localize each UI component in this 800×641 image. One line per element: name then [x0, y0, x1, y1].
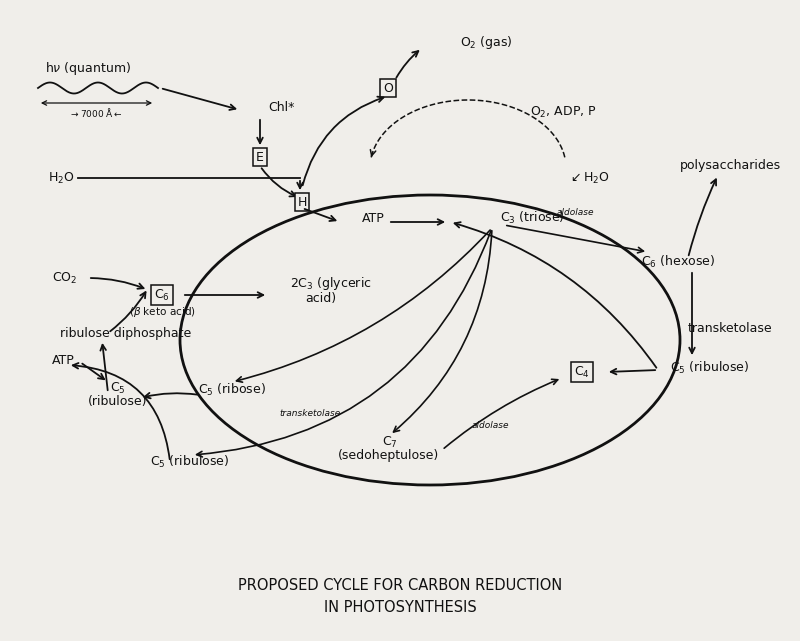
Text: C$_4$: C$_4$ — [574, 365, 590, 379]
Text: (sedoheptulose): (sedoheptulose) — [338, 449, 438, 463]
Text: ATP: ATP — [362, 212, 385, 224]
Text: ATP: ATP — [52, 353, 74, 367]
Text: O$_2$ (gas): O$_2$ (gas) — [460, 33, 513, 51]
Text: C$_5$ (ribulose): C$_5$ (ribulose) — [150, 454, 230, 470]
Text: E: E — [256, 151, 264, 163]
Text: 2C$_3$ (glyceric: 2C$_3$ (glyceric — [290, 274, 372, 292]
Text: H: H — [298, 196, 306, 208]
Text: C$_6$: C$_6$ — [154, 287, 170, 303]
Text: C$_7$: C$_7$ — [382, 435, 398, 449]
Text: C$_5$ (ribulose): C$_5$ (ribulose) — [670, 360, 750, 376]
Text: C$_3$ (triose): C$_3$ (triose) — [500, 210, 565, 226]
Text: C$_6$ (hexose): C$_6$ (hexose) — [641, 254, 715, 270]
Text: (ribulose): (ribulose) — [88, 394, 148, 408]
Text: $\rightarrow$7000 Å$\leftarrow$: $\rightarrow$7000 Å$\leftarrow$ — [69, 106, 123, 119]
Text: polysaccharides: polysaccharides — [679, 158, 781, 172]
Text: C$_5$: C$_5$ — [110, 381, 126, 395]
Text: Chl*: Chl* — [268, 101, 294, 113]
Text: ($\beta$ keto acid): ($\beta$ keto acid) — [129, 305, 195, 319]
Text: $\swarrow$H$_2$O: $\swarrow$H$_2$O — [568, 171, 610, 185]
Text: aldolase: aldolase — [556, 208, 594, 217]
Text: h$\nu$ (quantum): h$\nu$ (quantum) — [45, 60, 131, 76]
Text: transketolase: transketolase — [279, 408, 341, 417]
Text: aldolase: aldolase — [471, 420, 509, 429]
Text: PROPOSED CYCLE FOR CARBON REDUCTION: PROPOSED CYCLE FOR CARBON REDUCTION — [238, 578, 562, 592]
Text: acid): acid) — [305, 292, 336, 304]
Text: transketolase: transketolase — [688, 322, 772, 335]
Text: CO$_2$: CO$_2$ — [52, 271, 78, 285]
Text: C$_5$ (ribose): C$_5$ (ribose) — [198, 382, 266, 398]
Text: H$_2$O: H$_2$O — [48, 171, 74, 185]
Text: ribulose diphosphate: ribulose diphosphate — [60, 326, 191, 340]
Text: IN PHOTOSYNTHESIS: IN PHOTOSYNTHESIS — [324, 601, 476, 615]
Text: O: O — [383, 81, 393, 94]
Text: O$_2$, ADP, P: O$_2$, ADP, P — [530, 104, 597, 120]
